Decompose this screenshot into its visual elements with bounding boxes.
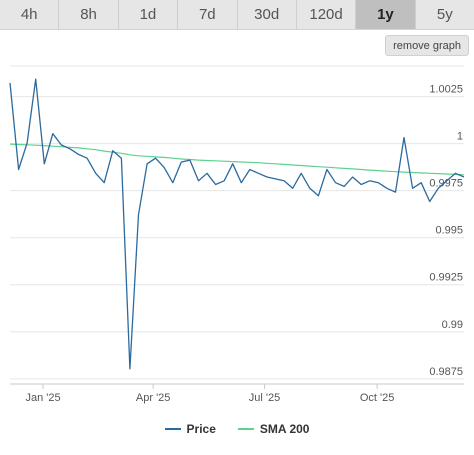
y-tick-label: 0.9925 — [429, 272, 463, 284]
x-tick-label: Jan '25 — [25, 392, 60, 404]
time-range-tabs: 4h 8h 1d 7d 30d 120d 1y 5y — [0, 0, 474, 30]
x-tick-label: Oct '25 — [360, 392, 395, 404]
y-tick-label: 1.0025 — [429, 84, 463, 96]
legend-label-sma: SMA 200 — [259, 422, 310, 436]
price-chart: 1.0025 1 0.9975 0.995 0.9925 0.99 0.9875 Jan '2… — [9, 65, 465, 404]
x-tick-label: Jul '25 — [249, 392, 280, 404]
y-tick-label: 0.995 — [435, 225, 463, 237]
tab-30d[interactable]: 30d — [238, 0, 297, 29]
price-legend-swatch — [164, 428, 181, 430]
y-tick-label: 0.99 — [442, 319, 463, 331]
tab-1d[interactable]: 1d — [119, 0, 179, 29]
x-tick-label: Apr '25 — [136, 392, 171, 404]
remove-graph-button[interactable]: remove graph — [385, 35, 469, 56]
chart-legend: Price SMA 200 — [0, 420, 474, 438]
y-tick-label: 0.9975 — [429, 178, 463, 190]
sma-200-series-line — [9, 143, 465, 176]
legend-item-sma[interactable]: SMA 200 — [237, 422, 310, 436]
tab-7d[interactable]: 7d — [178, 0, 238, 29]
legend-label-price: Price — [186, 422, 216, 436]
tab-5y[interactable]: 5y — [436, 6, 453, 23]
sma-legend-swatch — [237, 428, 254, 430]
price-series-line — [9, 78, 465, 370]
y-tick-label: 1 — [457, 131, 463, 143]
y-tick-label: 0.9875 — [429, 366, 463, 378]
tab-4h[interactable]: 4h — [0, 0, 60, 29]
tab-120d[interactable]: 120d — [297, 0, 357, 29]
tab-1y[interactable]: 1y — [356, 0, 416, 29]
tab-8h[interactable]: 8h — [59, 0, 119, 29]
legend-item-price[interactable]: Price — [164, 422, 216, 436]
